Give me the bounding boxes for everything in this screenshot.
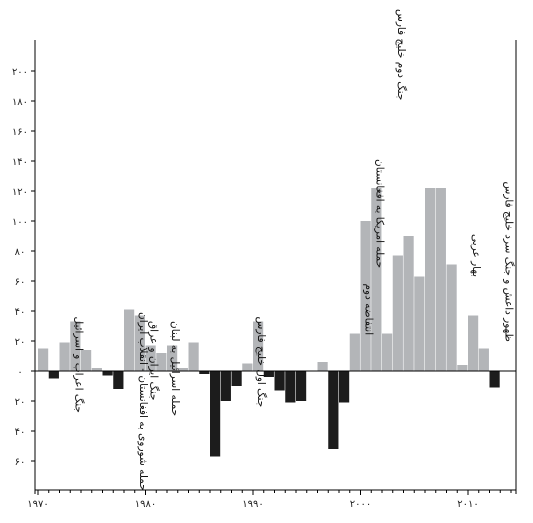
annotation-label: جنگ ایران و عراق — [148, 321, 161, 401]
annotation-label: جنگ دوم خلیج فارس — [395, 9, 408, 100]
x-tick-label: ۱۹۹۰ — [242, 499, 263, 510]
annotation-label: حمله امریکا به افغانستان — [373, 159, 385, 268]
bar-1976 — [102, 371, 113, 376]
bar-2009 — [457, 365, 468, 371]
y-tick-label: ۱۲۰ — [12, 187, 28, 198]
annotation-label: جنگ اول خلیج فارس — [255, 317, 268, 408]
bar-2007 — [435, 188, 446, 371]
y-tick-label: ۱۸۰ — [12, 97, 28, 108]
bar-2012 — [489, 371, 500, 388]
bar-1994 — [296, 371, 307, 401]
x-tick-label: ۲۰۱۰ — [457, 499, 478, 510]
bar-1970 — [38, 348, 49, 371]
bar-1972 — [59, 342, 70, 371]
y-tick-label: ۱۰۰ — [12, 217, 28, 228]
bar-2008 — [446, 264, 457, 371]
bar-1998 — [339, 371, 350, 403]
bar-1985 — [199, 371, 210, 374]
bar-1992 — [274, 371, 285, 391]
bar-1980 — [145, 345, 156, 371]
bar-1990 — [253, 321, 264, 371]
bar-2004 — [403, 236, 414, 371]
bar-1977 — [113, 371, 124, 389]
bar-1986 — [210, 371, 221, 457]
bar-1974 — [81, 350, 92, 371]
annotation-label: جنگ اعراب و اسرائیل — [72, 317, 85, 413]
bar-2005 — [414, 276, 425, 371]
annotation-label: انتفاضه دوم — [363, 284, 375, 336]
y-tick-label: ۶۰ — [15, 277, 26, 288]
bar-1997 — [328, 371, 339, 449]
bar-1988 — [231, 371, 242, 386]
annotation-label: ظهور داعش و جنگ سرد خلیج فارس — [502, 182, 515, 342]
bar-1999 — [349, 333, 360, 371]
y-tick-label: ۴۰ — [15, 307, 26, 318]
bar-1982 — [167, 345, 178, 371]
y-tick-label: ۱۴۰ — [12, 157, 28, 168]
bar-2003 — [392, 255, 403, 371]
annotation-label: حمله اسرائیل به لبنان — [169, 321, 181, 416]
bar-1984 — [188, 342, 199, 371]
y-tick-label: ۶۰ — [15, 457, 26, 468]
y-tick-label: ۲۰ — [15, 337, 26, 348]
x-tick-label: ۲۰۰۰ — [350, 499, 371, 510]
x-tick-label: ۱۹۸۰ — [135, 499, 156, 510]
bar-2010 — [468, 315, 479, 371]
bar-1981 — [156, 353, 167, 371]
bar-1987 — [220, 371, 231, 401]
bar-1978 — [124, 309, 135, 371]
bar-2002 — [382, 333, 393, 371]
y-tick-label: ۲۰ — [15, 397, 26, 408]
annotation-label: بهار عربی — [470, 234, 482, 277]
bar-1979 — [134, 315, 145, 371]
bar-2011 — [478, 348, 489, 371]
bar-1991 — [263, 371, 274, 377]
bar-1973 — [70, 321, 81, 371]
bar-2000 — [360, 221, 371, 371]
y-tick-label: ۱۶۰ — [12, 127, 28, 138]
x-tick-label: ۱۹۷۰ — [27, 499, 48, 510]
bar-2001 — [371, 188, 382, 371]
y-tick-label: ۲۰۰ — [12, 67, 28, 78]
bar-1996 — [317, 362, 328, 371]
y-tick-label: ۰ — [17, 367, 22, 378]
bar-2006 — [425, 188, 436, 371]
bar-1975 — [91, 368, 102, 371]
y-tick-label: ۸۰ — [15, 247, 26, 258]
bar-1983 — [177, 368, 188, 371]
annotation-label: حمله شوروی به افغانستان - انقلاب ایران — [137, 312, 149, 491]
bar-1993 — [285, 371, 296, 403]
y-tick-label: ۴۰ — [15, 427, 26, 438]
bar-1989 — [242, 363, 253, 371]
bar-1971 — [48, 371, 59, 379]
